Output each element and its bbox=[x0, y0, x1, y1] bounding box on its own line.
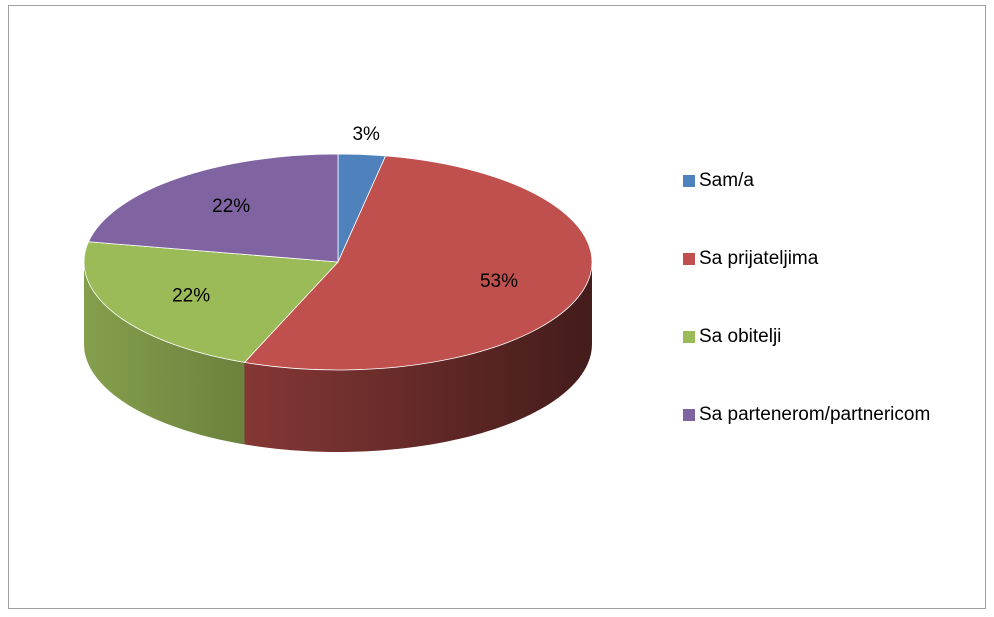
legend-item: Sa obitelji bbox=[683, 324, 983, 350]
data-label: 22% bbox=[172, 285, 210, 306]
legend-swatch bbox=[683, 253, 695, 265]
pie-side bbox=[244, 262, 592, 452]
data-label: 22% bbox=[212, 196, 250, 217]
legend-item: Sam/a bbox=[683, 168, 983, 194]
legend-label: Sa obitelji bbox=[699, 326, 782, 347]
legend-label: Sa partenerom/partnericom bbox=[699, 404, 931, 425]
legend-swatch bbox=[683, 331, 695, 343]
data-label: 3% bbox=[352, 124, 380, 145]
legend-item: Sa prijateljima bbox=[683, 246, 983, 272]
pie-slice bbox=[244, 155, 593, 371]
legend-label: Sa prijateljima bbox=[699, 248, 819, 269]
legend-label: Sam/a bbox=[699, 170, 754, 191]
data-label: 53% bbox=[480, 271, 518, 292]
pie-slice bbox=[88, 153, 339, 263]
pie-slice bbox=[83, 241, 339, 363]
legend-item: Sa partenerom/partnericom bbox=[683, 402, 983, 428]
legend-swatch bbox=[683, 175, 695, 187]
legend-swatch bbox=[683, 409, 695, 421]
pie-side bbox=[84, 262, 245, 445]
